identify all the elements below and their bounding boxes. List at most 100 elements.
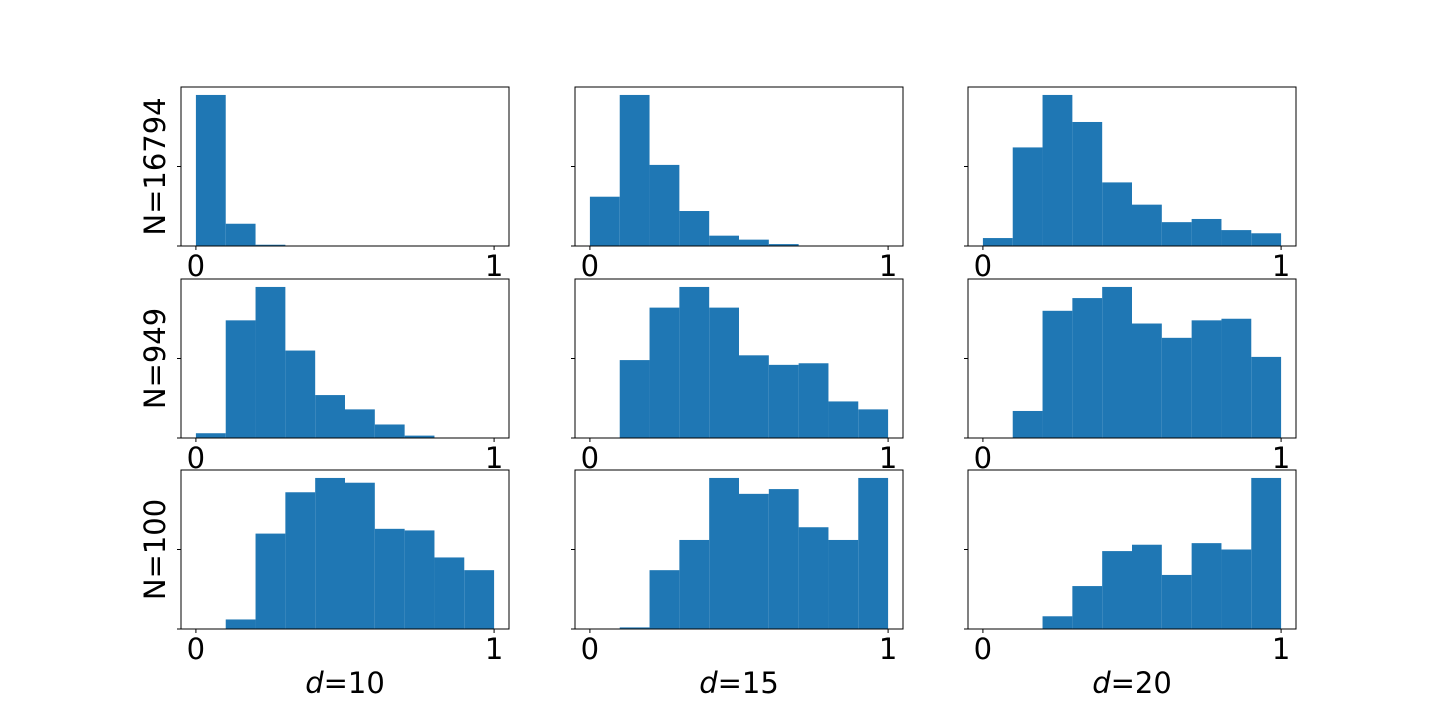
histogram-bar [374, 424, 405, 438]
histogram-bar [1042, 616, 1073, 629]
x-tick-label: 0 [581, 249, 599, 283]
histogram-bar [1191, 320, 1222, 438]
histogram-bar [679, 211, 710, 246]
histogram-bar [1102, 182, 1132, 246]
histogram-bar [1072, 121, 1103, 246]
histogram-bar [315, 477, 345, 629]
histogram-bar [619, 360, 650, 438]
histogram-bar [255, 244, 286, 246]
histogram-bar [1161, 574, 1192, 629]
histogram-bar [225, 223, 256, 246]
histogram-bar [255, 286, 286, 438]
histogram-bar [1132, 323, 1162, 438]
column-label-variable: d [305, 666, 324, 700]
histogram-bar [1042, 310, 1073, 438]
histogram-bar [1191, 218, 1222, 246]
histogram-bar [1042, 94, 1073, 246]
histogram-bar [1012, 147, 1043, 246]
x-tick-label: 0 [187, 632, 205, 666]
histogram-bar [798, 363, 829, 438]
histogram-bar [255, 533, 286, 629]
histogram-bar [1221, 549, 1252, 629]
x-tick-label: 1 [879, 441, 897, 475]
histogram-bar [1072, 586, 1103, 629]
histogram-bar [679, 286, 710, 438]
histogram-bar [649, 570, 680, 629]
histogram-bar [345, 409, 375, 438]
histogram-bar [404, 530, 435, 629]
histogram-bar [285, 350, 316, 438]
x-tick-label: 0 [974, 632, 992, 666]
histogram-bar [858, 477, 889, 629]
histogram-bar [285, 492, 316, 629]
x-tick-label: 0 [581, 441, 599, 475]
histogram-bar [374, 528, 405, 629]
column-label-value: =15 [718, 666, 779, 700]
column-label-value: =20 [1111, 666, 1172, 700]
column-label-value: =10 [324, 666, 385, 700]
histogram-bar [1161, 222, 1192, 246]
histogram-bar [434, 557, 465, 629]
histogram-bar [1221, 318, 1252, 438]
histogram-bar [315, 395, 345, 438]
histogram-bar [709, 477, 739, 629]
column-label: d=10 [305, 666, 385, 700]
histogram-bar [739, 239, 769, 246]
histogram-bar [1132, 204, 1162, 246]
histogram-bar [464, 570, 495, 629]
histogram-bar [589, 196, 620, 246]
x-tick-label: 0 [974, 249, 992, 283]
x-tick-label: 1 [485, 249, 503, 283]
histogram-bar [619, 627, 650, 629]
histogram-bar [1161, 337, 1192, 438]
histogram-bar [649, 164, 680, 246]
histogram-bar [1251, 233, 1282, 246]
axes-frame [180, 86, 510, 247]
x-tick-label: 1 [879, 249, 897, 283]
histogram-bar [982, 238, 1013, 246]
x-tick-label: 1 [1272, 632, 1290, 666]
x-tick-label: 0 [581, 632, 599, 666]
histogram-bar [828, 539, 859, 629]
histogram-bar [195, 433, 226, 438]
histogram-bar [619, 94, 650, 246]
x-tick-label: 1 [1272, 249, 1290, 283]
x-tick-label: 1 [485, 632, 503, 666]
histogram-bar [739, 355, 769, 438]
histogram-bar [1251, 477, 1282, 629]
histogram-bar [345, 482, 375, 629]
histogram-bar [858, 409, 889, 438]
histogram-bar [1132, 544, 1162, 629]
histogram-bar [828, 401, 859, 438]
histogram-bar [709, 307, 739, 438]
x-tick-label: 1 [1272, 441, 1290, 475]
x-tick-label: 0 [187, 249, 205, 283]
histogram-bar [679, 539, 710, 629]
column-label-variable: d [699, 666, 718, 700]
histogram-bar [1072, 298, 1103, 438]
histogram-bar [225, 320, 256, 438]
histogram-bar [1102, 286, 1132, 438]
histogram-bar [1251, 356, 1282, 438]
histogram-bar [798, 527, 829, 629]
histogram-bar [768, 244, 799, 246]
histogram-bar [1102, 551, 1132, 629]
histogram-bar [225, 619, 256, 629]
row-label: N=949 [138, 308, 172, 409]
histogram-bar [1012, 410, 1043, 438]
histogram-bar [404, 435, 435, 438]
row-label: N=100 [138, 499, 172, 600]
column-label: d=15 [699, 666, 779, 700]
histogram-bar [768, 489, 799, 629]
histogram-bar [739, 493, 769, 629]
